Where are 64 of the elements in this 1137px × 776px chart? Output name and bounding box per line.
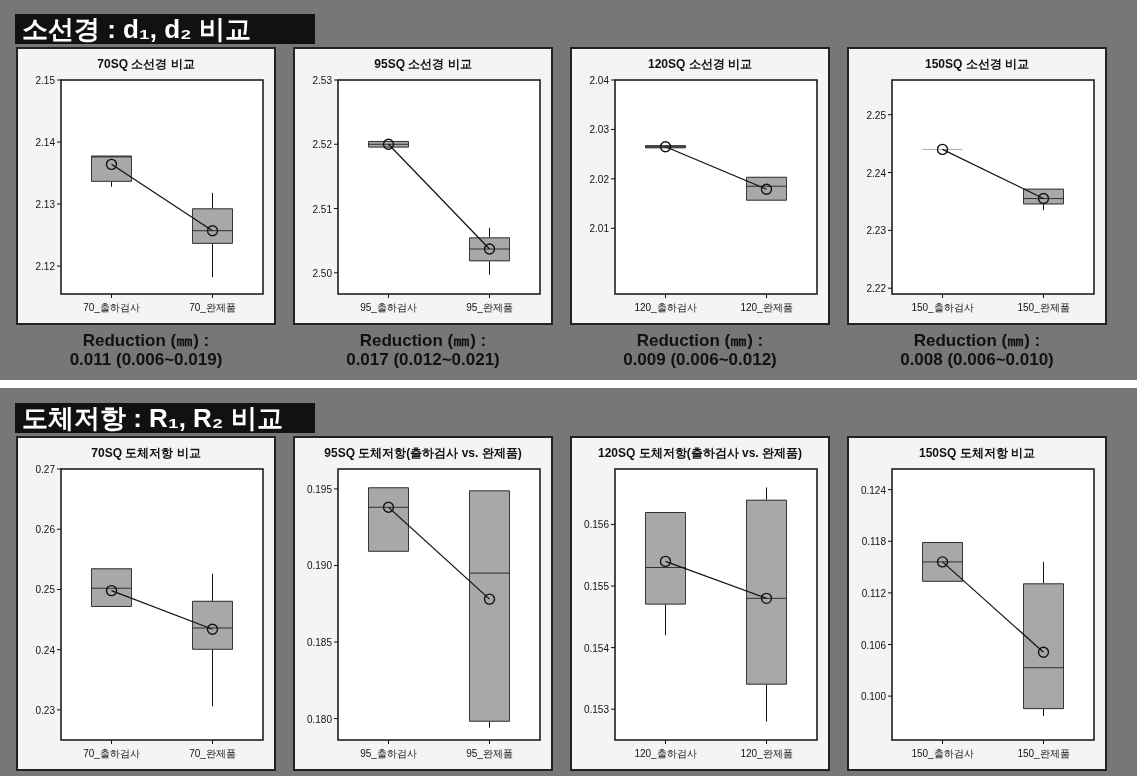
y-tick-label: 0.190 [306, 560, 333, 572]
y-tick-label: 0.27 [35, 464, 56, 475]
chart-title: 150SQ 소선경 비교 [924, 57, 1030, 71]
y-tick-label: 2.53 [312, 75, 333, 86]
chart-title: 95SQ 도체저항(출하검사 vs. 완제품) [324, 446, 522, 460]
y-tick-label: 2.22 [866, 283, 887, 295]
x-tick-label: 70_완제품 [189, 302, 236, 313]
x-tick-label: 120_출하검사 [634, 748, 697, 759]
x-tick-label: 150_완제품 [1017, 748, 1070, 759]
y-tick-label: 2.02 [589, 173, 610, 185]
chart-title: 70SQ 도체저항 비교 [91, 446, 201, 460]
y-tick-label: 2.14 [35, 137, 56, 149]
x-tick-label: 120_출하검사 [634, 302, 697, 313]
y-tick-label: 0.112 [861, 587, 887, 599]
y-tick-label: 0.118 [861, 536, 887, 548]
chart-title: 150SQ 도체저항 비교 [918, 446, 1036, 460]
y-tick-label: 0.154 [583, 642, 610, 654]
chart-subtitle: 소선경 : d₁, d₂ 비교 [22, 14, 251, 44]
y-tick-label: 0.185 [306, 637, 333, 649]
y-tick-label: 0.23 [35, 704, 56, 716]
x-tick-label: 70_출하검사 [83, 748, 140, 759]
y-tick-label: 2.51 [312, 203, 333, 215]
y-tick-label: 2.23 [866, 225, 887, 237]
text: Reduction (㎜) : 0.008 (0.006~0.010) [900, 331, 1054, 369]
y-tick-label: 2.13 [35, 199, 56, 211]
x-tick-label: 70_출하검사 [83, 302, 140, 313]
x-tick-label: 150_출하검사 [911, 302, 974, 313]
y-tick-label: 2.52 [312, 139, 333, 151]
chart-subtitle: 도체저항 : R₁, R₂ 비교 [22, 403, 283, 433]
x-tick-label: 120_완제품 [740, 302, 793, 313]
y-tick-label: 0.26 [35, 524, 56, 536]
chart-title: 120SQ 소선경 비교 [647, 57, 753, 71]
text: Reduction (㎜) : 0.011 (0.006~0.019) [69, 331, 223, 369]
x-tick-label: 70_완제품 [189, 748, 236, 759]
y-tick-label: 0.195 [306, 483, 333, 495]
chart-title: 70SQ 소선경 비교 [97, 57, 195, 71]
chart-title: 95SQ 소선경 비교 [374, 57, 472, 71]
chart-title: 120SQ 도체저항(출하검사 vs. 완제품) [597, 446, 803, 460]
y-tick-label: 0.106 [860, 639, 887, 651]
y-tick-label: 0.100 [860, 691, 887, 703]
y-tick-label: 0.156 [583, 519, 610, 531]
y-tick-label: 2.50 [312, 267, 333, 279]
y-tick-label: 2.04 [589, 75, 610, 86]
x-tick-label: 150_출하검사 [911, 748, 974, 759]
x-tick-label: 120_완제품 [740, 748, 793, 759]
y-tick-label: 2.01 [589, 223, 610, 235]
y-tick-label: 0.25 [35, 584, 56, 596]
y-tick-label: 2.12 [35, 261, 56, 273]
x-tick-label: 95_출하검사 [360, 748, 417, 759]
x-tick-label: 95_출하검사 [360, 302, 417, 313]
x-tick-label: 95_완제품 [466, 748, 513, 759]
y-tick-label: 0.24 [35, 644, 56, 656]
x-tick-label: 95_완제품 [466, 302, 513, 313]
text: Reduction (㎜) : 0.009 (0.006~0.012) [623, 331, 777, 369]
y-tick-label: 0.180 [306, 713, 333, 725]
y-tick-label: 0.153 [583, 704, 610, 716]
y-tick-label: 0.155 [583, 581, 610, 593]
y-tick-label: 2.24 [866, 167, 887, 179]
y-tick-label: 2.15 [35, 75, 56, 86]
y-tick-label: 2.03 [589, 124, 610, 136]
text: Reduction (㎜) : 0.017 (0.012~0.021) [346, 331, 500, 369]
y-tick-label: 2.25 [866, 109, 887, 121]
y-tick-label: 0.124 [860, 484, 887, 496]
x-tick-label: 150_완제품 [1017, 302, 1070, 313]
